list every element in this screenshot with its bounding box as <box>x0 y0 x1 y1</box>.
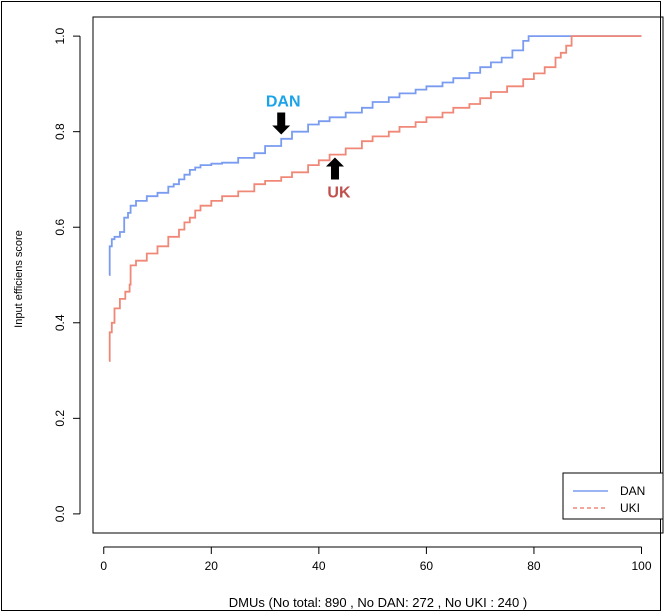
y-tick-label: 1.0 <box>53 27 67 44</box>
legend-label-dan: DAN <box>620 484 645 498</box>
y-axis-label: Input efficiens score <box>13 230 25 328</box>
annotation-arrow-dan <box>272 112 291 135</box>
series-line-dan <box>108 35 642 276</box>
x-tick-label: 60 <box>420 559 434 573</box>
annotation-label-uk: UK <box>327 185 351 202</box>
legend-box <box>562 472 664 520</box>
x-tick-label: 20 <box>205 559 219 573</box>
plot-area-box <box>92 16 664 534</box>
series-lines <box>108 35 642 362</box>
x-tick-label: 80 <box>527 559 541 573</box>
y-tick-label: 0.0 <box>53 505 67 522</box>
annotation-arrow-uk <box>325 157 344 180</box>
axes-group: 0 20 40 60 80 100 0.0 0.2 0.4 0.6 0.8 1.0 <box>53 27 652 573</box>
annotation-label-dan: DAN <box>266 93 301 110</box>
legend: DAN UKI <box>562 472 664 520</box>
x-tick-label: 100 <box>631 559 651 573</box>
x-tick-label: 0 <box>100 559 107 573</box>
x-tick-label: 40 <box>312 559 326 573</box>
y-tick-label: 0.6 <box>53 219 67 236</box>
y-tick-label: 0.4 <box>53 314 67 331</box>
x-axis-label: DMUs (No total: 890 , No DAN: 272 , No U… <box>229 595 527 610</box>
legend-label-uki: UKI <box>620 501 640 515</box>
y-tick-label: 0.2 <box>53 410 67 427</box>
y-tick-label: 0.8 <box>53 123 67 140</box>
series-line-uki <box>108 35 642 362</box>
annotations-group: DAN UK <box>266 93 351 201</box>
